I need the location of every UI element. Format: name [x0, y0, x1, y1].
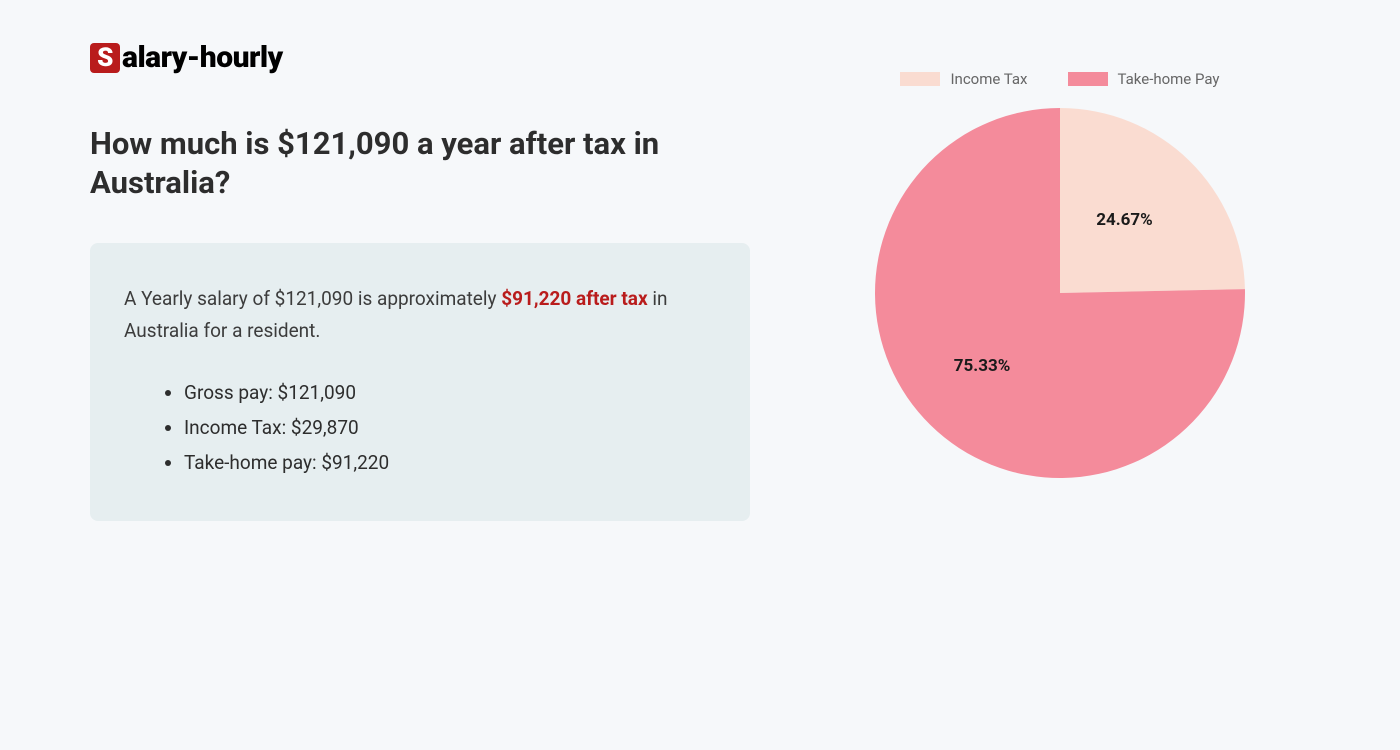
summary-highlight: $91,220 after tax: [501, 287, 647, 310]
pie-chart: 24.67% 75.33%: [875, 108, 1245, 478]
list-item: Income Tax: $29,870: [184, 410, 716, 445]
page-title: How much is $121,090 a year after tax in…: [90, 125, 750, 203]
legend-label: Take-home Pay: [1118, 70, 1220, 88]
summary-card: A Yearly salary of $121,090 is approxima…: [90, 243, 750, 521]
list-item: Gross pay: $121,090: [184, 375, 716, 410]
legend-item: Income Tax: [900, 70, 1027, 88]
breakdown-list: Gross pay: $121,090 Income Tax: $29,870 …: [124, 375, 716, 480]
legend-item: Take-home Pay: [1068, 70, 1220, 88]
summary-text: A Yearly salary of $121,090 is approxima…: [124, 283, 716, 348]
slice-label-income-tax: 24.67%: [1096, 210, 1153, 230]
summary-prefix: A Yearly salary of $121,090 is approxima…: [124, 287, 501, 310]
logo-text: alary-hourly: [122, 40, 283, 75]
logo-badge: S: [90, 43, 120, 73]
site-logo: Salary-hourly: [90, 40, 750, 75]
list-item: Take-home pay: $91,220: [184, 445, 716, 480]
legend-swatch-take-home: [1068, 72, 1108, 86]
chart-legend: Income Tax Take-home Pay: [900, 70, 1219, 88]
slice-label-take-home: 75.33%: [954, 356, 1011, 376]
legend-swatch-income-tax: [900, 72, 940, 86]
legend-label: Income Tax: [950, 70, 1027, 88]
